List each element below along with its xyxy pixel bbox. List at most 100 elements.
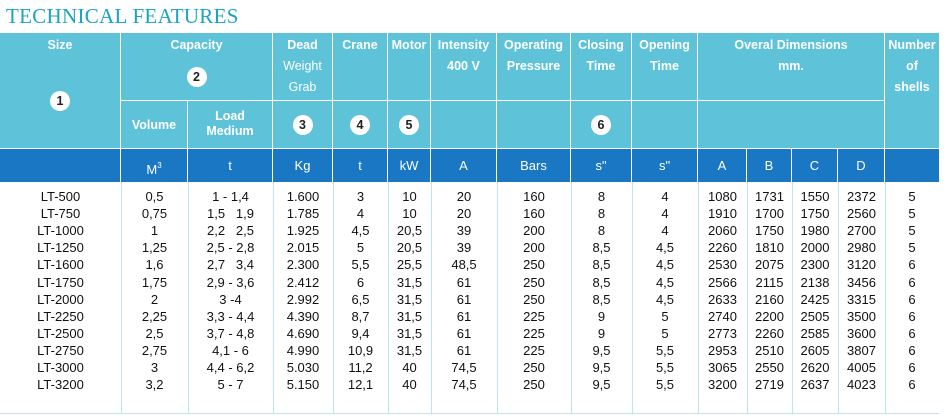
cell-dim-a: 2953 [708,342,737,358]
cell-crane: 3 [356,189,365,204]
column-divider [121,182,122,414]
cell-closing: 9,5 [592,377,611,393]
cell-weight: 2.015 [286,240,320,256]
cell-pressure: 225 [523,325,545,341]
cell-dim-c: 2620 [800,360,830,375]
cell-dim-b: 2200 [755,308,784,324]
cell-dim-c: 2605 [800,342,830,358]
table-bottom-line [0,413,939,414]
table-row: LT-1000 1 2,2 2,5 1.925 4,5 20,5 39 200 8 4 2060 17… [0,222,939,239]
cell-closing: 8,5 [592,257,611,273]
cell-volume: 3 [150,360,159,375]
cell-volume: 0,75 [141,206,168,222]
header-pressure-label: Pressure [506,59,561,73]
table-row: LT-3200 3,2 5 - 7 5.150 12,1 40 74,5 250 9,5 5,5 3… [0,376,939,393]
cell-dim-a: 1910 [708,206,737,222]
cell-motor: 10 [402,206,417,222]
table-row: LT-1600 1,6 2,7 3,4 2.300 5,5 25,5 48,5 250 8,5 4… [0,256,939,273]
header-weight-label: Weight [283,59,322,73]
header-dimensions-sub [698,101,885,149]
cell-dim-d: 3600 [847,325,876,341]
cell-dim-a: 2633 [708,291,737,307]
cell-weight: 2.300 [286,257,320,273]
cell-crane: 5,5 [351,257,370,273]
cell-shells: 6 [908,342,916,358]
cell-shells: 6 [908,325,916,341]
cell-volume: 3,2 [145,377,164,393]
header-volume: Volume [121,101,188,149]
cell-pressure: 250 [523,274,545,290]
cell-size: LT-2000 [37,291,84,307]
cell-weight: 2.992 [286,291,320,307]
unit-dim-c: C [792,149,838,182]
cell-size: LT-3000 [37,360,84,375]
cell-volume: 1,6 [145,257,164,273]
cell-pressure: 250 [523,291,545,307]
cell-dim-b: 1700 [755,206,784,222]
header-operating-label: Operating [503,38,564,52]
cell-intensity: 48,5 [451,257,477,273]
header-crane: Crane [333,33,388,101]
cell-shells: 5 [908,240,916,256]
cell-dim-a: 2060 [708,223,737,239]
header-crane-marker: 4 [333,101,388,149]
cell-dim-c: 1550 [800,189,830,204]
header-number-label: Number [888,38,936,52]
cell-weight: 1.925 [286,223,320,239]
cell-opening: 4,5 [655,240,675,256]
cell-motor: 10 [402,189,417,204]
unit-dim-d: D [838,149,885,182]
cell-closing: 9 [597,325,606,341]
column-divider [333,182,334,414]
cell-dim-a: 2773 [708,325,737,341]
cell-dim-c: 2637 [800,377,830,393]
unit-intensity: A [431,149,497,182]
header-capacity: Capacity 2 [121,33,273,101]
header-intensity-voltage: 400 V [447,59,480,73]
marker-3-icon: 3 [292,115,313,135]
column-divider [273,182,274,414]
cell-size: LT-2750 [37,342,84,358]
cell-crane: 5 [356,240,365,256]
cell-opening: 5 [661,325,669,341]
header-motor-marker: 5 [388,101,431,149]
cell-closing: 8,5 [592,274,611,290]
cell-volume: 0,5 [145,189,164,204]
header-closing-time: Closing Time [571,33,632,101]
marker-2-icon: 2 [186,67,207,87]
column-divider [497,182,498,414]
cell-motor: 31,5 [396,291,423,307]
cell-shells: 6 [908,377,916,393]
cell-motor: 31,5 [396,342,423,358]
cell-motor: 31,5 [396,325,423,341]
header-intensity-sub [431,101,497,149]
table-row: LT-1250 1,25 2,5 - 2,8 2.015 5 20,5 39 200 8,5 4,… [0,239,939,256]
cell-intensity: 61 [456,291,472,307]
cell-intensity: 74,5 [451,360,477,375]
cell-crane: 12,1 [347,377,374,393]
cell-weight: 4.690 [286,325,320,341]
cell-opening: 5,5 [655,360,675,375]
cell-dim-b: 2075 [755,257,784,273]
cell-load: 1 - 1,4 [212,189,249,204]
cell-weight: 5.030 [286,360,320,375]
cell-load: 1,5 1,9 [207,206,254,222]
cell-load: 2,5 - 2,8 [206,240,255,256]
table-row: LT-750 0,75 1,5 1,9 1.785 4 10 20 160 8 4 1910 1700… [0,205,939,222]
cell-shells: 6 [908,360,916,375]
header-closing-label: Closing [578,38,624,52]
cell-shells: 5 [908,189,916,204]
cell-crane: 8,7 [351,308,370,324]
header-dead-weight: Dead Weight Grab [273,33,333,101]
cell-load: 2,7 3,4 [207,257,254,273]
units-row: M3 t Kg t kW A Bars s" s" A B C D [0,149,939,182]
cell-volume: 1,75 [141,274,168,290]
header-capacity-label: Capacity [170,38,223,52]
cell-opening: 4,5 [655,274,675,290]
cell-intensity: 20 [456,206,472,222]
cell-load: 4,4 - 6,2 [206,360,255,375]
table-row: LT-2250 2,25 3,3 - 4,4 4.390 8,7 31,5 61 225 9 5 2… [0,308,939,325]
cell-dim-c: 2000 [800,240,830,256]
cell-closing: 9,5 [592,342,611,358]
cell-dim-c: 1750 [800,206,830,222]
